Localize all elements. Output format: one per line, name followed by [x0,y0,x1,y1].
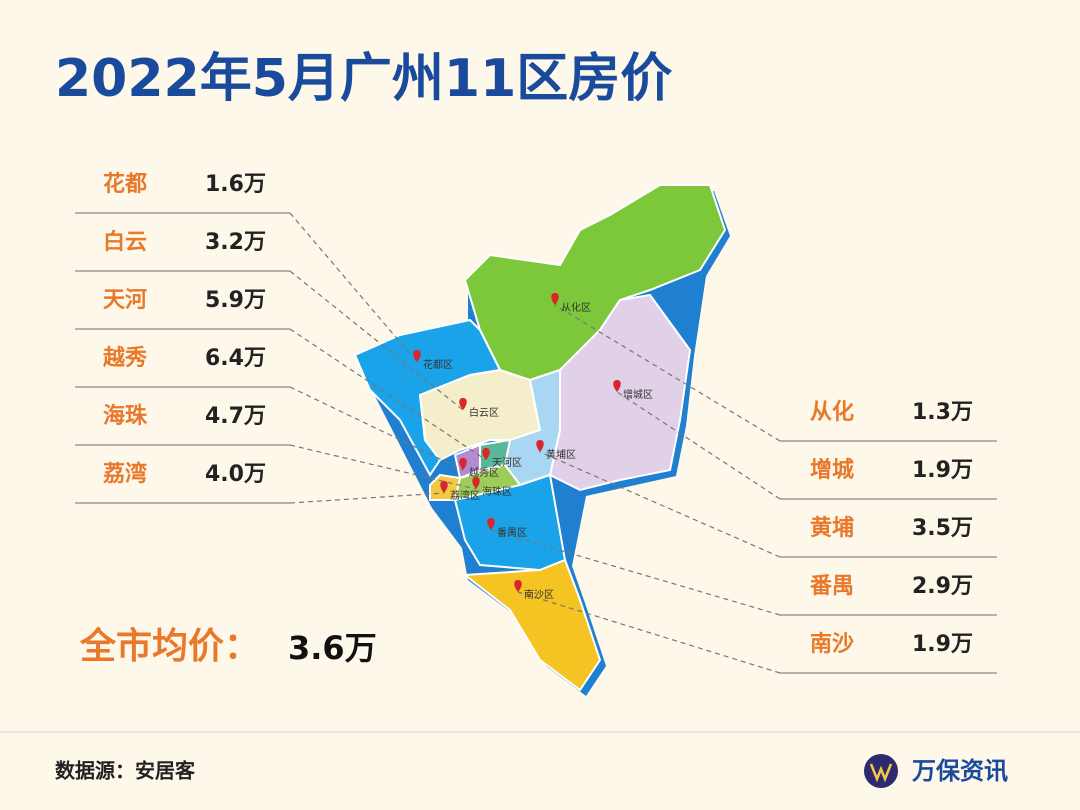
leader-line [289,492,445,504]
district-price: 6.4万 [205,346,266,371]
pin [440,481,448,493]
district-name: 南沙 [810,632,854,657]
map-label: 海珠区 [482,485,512,498]
pin [613,380,621,392]
district-price: 1.3万 [912,400,973,425]
district-name: 花都 [103,171,147,197]
district-name: 越秀 [102,346,147,371]
leader-line [289,212,418,363]
average-label: 全市均价： [79,625,260,667]
leader-line [289,270,464,411]
leader-line [289,444,477,490]
pin [472,477,480,489]
pin [551,293,559,305]
leader-line [554,304,781,442]
district-price: 2.9万 [912,574,973,599]
district-price: 1.6万 [205,172,266,197]
leader-line [539,451,781,558]
pin [487,518,495,530]
map-label: 南沙区 [524,588,554,601]
district-name: 天河 [103,288,147,313]
district-name: 增城 [810,457,854,483]
district-price: 3.5万 [912,516,973,541]
map-label: 黄埔区 [546,448,576,461]
district-name: 从化 [810,399,854,425]
source: 数据源：安居客 [55,759,196,783]
district-price: 3.2万 [205,230,266,255]
pin [514,580,522,592]
district-name: 黄埔 [810,515,854,541]
map-label: 天河区 [492,457,522,469]
leader-line [517,591,781,674]
map-label: 花都区 [423,358,453,371]
leader-line [616,391,781,500]
district-price: 1.9万 [912,632,973,657]
leader-line [289,386,464,471]
map-label: 越秀区 [469,466,499,479]
pin [482,448,490,460]
pin [459,398,467,410]
pin [413,350,421,362]
district-name: 荔湾 [103,461,147,487]
map [353,184,730,696]
average-value: 3.6万 [288,629,377,667]
district-name: 番禺 [809,574,854,599]
map-label: 从化区 [561,301,591,314]
district-price: 4.0万 [205,462,266,487]
pin [459,458,467,470]
brand-logo-mark [869,763,893,783]
district-name: 白云 [103,229,147,255]
map-label: 番禺区 [497,527,527,539]
district-price: 1.9万 [912,458,973,483]
map-label: 荔湾区 [450,489,480,502]
district-name: 海珠 [103,403,148,429]
district-price: 4.7万 [205,404,266,429]
map-label: 白云区 [469,406,499,419]
pin [536,440,544,452]
map-label: 增城区 [623,388,653,401]
title: 2022年5月广州11区房价 [55,49,672,109]
district-price: 5.9万 [205,288,266,313]
brand: 万保资讯 [912,757,1008,785]
leader-line [289,328,487,461]
region [462,558,602,692]
